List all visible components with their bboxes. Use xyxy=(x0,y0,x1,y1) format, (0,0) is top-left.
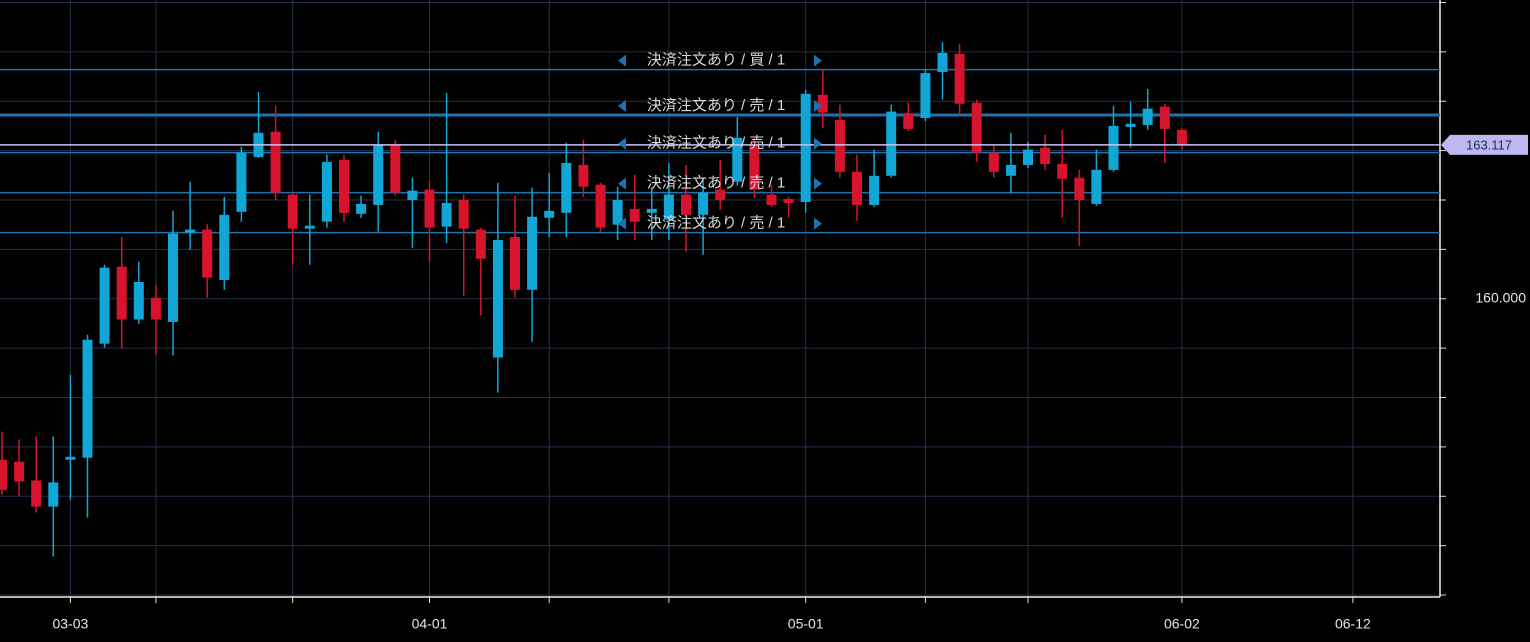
candle-body xyxy=(492,239,503,358)
order-label: 決済注文あり / 売 / 1 xyxy=(647,135,785,152)
candle-body xyxy=(544,210,555,218)
candle-body xyxy=(150,297,161,320)
order-label: 決済注文あり / 買 / 1 xyxy=(647,52,785,69)
order-arrow-left xyxy=(618,137,626,150)
candle-body xyxy=(988,152,999,172)
candle-body xyxy=(236,152,247,212)
candle-body xyxy=(527,216,538,290)
candle-body xyxy=(732,137,743,182)
x-tick-label: 06-02 xyxy=(1164,616,1200,632)
order-label: 決済注文あり / 売 / 1 xyxy=(647,215,785,232)
candle-body xyxy=(1142,108,1153,125)
candle-body xyxy=(903,113,914,129)
candle-body xyxy=(1023,149,1033,165)
candle-body xyxy=(82,339,93,458)
candle-body xyxy=(663,194,674,220)
candle-body xyxy=(1074,177,1085,200)
candle-body xyxy=(510,237,520,290)
candle-body xyxy=(766,194,777,205)
candle-body xyxy=(937,52,948,73)
candle-body xyxy=(920,73,931,119)
candle-body xyxy=(321,161,332,222)
candle-body xyxy=(168,233,178,322)
candle-body xyxy=(715,189,726,200)
candle-body xyxy=(339,159,349,213)
candle-body xyxy=(424,189,435,228)
candle-body xyxy=(954,53,965,104)
order-arrow-right xyxy=(814,100,822,113)
candle-body xyxy=(749,144,760,190)
candle-body xyxy=(219,214,230,280)
candle-body xyxy=(1125,123,1136,127)
candle-body xyxy=(441,202,452,227)
candle-body xyxy=(475,229,486,259)
candle-body xyxy=(646,208,657,213)
candle-body xyxy=(304,225,315,229)
candle-body xyxy=(783,199,794,203)
candle-body xyxy=(185,229,196,233)
candle-body xyxy=(698,192,709,215)
candle-body xyxy=(971,102,982,153)
order-arrow-right xyxy=(814,217,822,230)
candle-body xyxy=(0,459,7,490)
candle-body xyxy=(1159,106,1170,129)
candle-body xyxy=(390,144,401,193)
candle-body xyxy=(629,208,640,222)
order-arrow-right xyxy=(814,54,822,67)
candle-body xyxy=(99,267,110,344)
candle-body xyxy=(287,194,298,229)
candle-body xyxy=(458,199,469,229)
candle-body xyxy=(373,144,384,205)
candle-body xyxy=(869,175,880,205)
x-tick-label: 04-01 xyxy=(412,616,448,632)
order-arrow-left xyxy=(618,54,626,67)
candle-body xyxy=(133,281,144,320)
order-label: 決済注文あり / 売 / 1 xyxy=(647,175,785,192)
candle-body xyxy=(800,93,811,202)
y-tick-label: 160.000 xyxy=(1475,289,1526,305)
candle-body xyxy=(817,94,828,113)
order-label: 決済注文あり / 売 / 1 xyxy=(647,97,785,114)
last-price-tag xyxy=(1441,134,1528,155)
x-tick-label: 03-03 xyxy=(52,616,88,632)
order-arrow-left xyxy=(618,217,626,230)
candle-body xyxy=(31,480,42,507)
candle-body xyxy=(1091,169,1102,204)
candle-body xyxy=(1005,164,1016,176)
candle-body xyxy=(612,199,623,225)
candle-body xyxy=(65,456,76,460)
candle-body xyxy=(886,111,897,176)
candle-body xyxy=(852,171,862,205)
candle-body xyxy=(681,194,691,215)
candle-body xyxy=(595,184,606,228)
candle-body xyxy=(834,119,845,172)
candle-body xyxy=(116,266,127,320)
candle-body xyxy=(202,229,213,278)
candle-body xyxy=(1176,129,1187,145)
order-arrow-right xyxy=(814,137,822,150)
candle-body xyxy=(1040,147,1051,164)
order-arrow-right xyxy=(814,177,822,190)
candle-body xyxy=(407,190,418,200)
order-arrow-left xyxy=(618,100,626,113)
candle-body xyxy=(578,164,589,187)
x-tick-label: 05-01 xyxy=(788,616,824,632)
candle-body xyxy=(1108,125,1119,170)
candle-body xyxy=(14,461,25,482)
x-tick-label: 06-12 xyxy=(1335,616,1371,632)
last-price-label: 163.117 xyxy=(1466,137,1512,152)
candle-body xyxy=(270,131,281,193)
candle-body xyxy=(356,203,367,214)
order-arrow-left xyxy=(618,177,626,190)
candle-body xyxy=(1057,163,1068,179)
candle-body xyxy=(48,482,59,507)
candle-body xyxy=(561,162,572,213)
